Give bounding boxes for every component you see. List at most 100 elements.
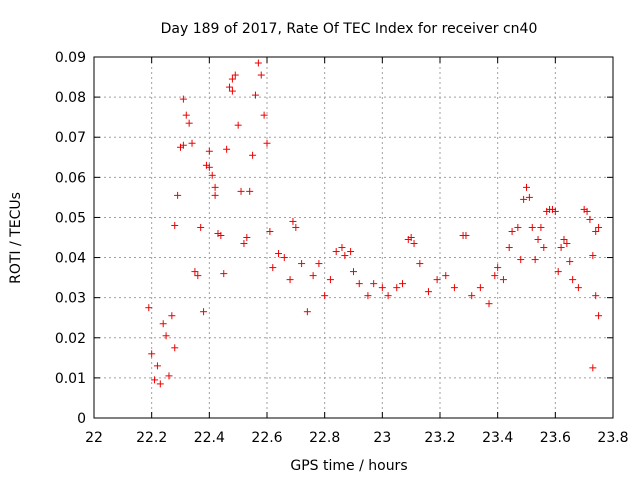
x-tick-label: 22.8 [309, 430, 340, 446]
data-point [251, 91, 259, 99]
data-point [162, 332, 170, 340]
data-point [234, 121, 242, 129]
y-tick-label: 0.02 [55, 331, 86, 347]
data-point [171, 344, 179, 352]
x-tick-label: 22.2 [136, 430, 167, 446]
data-point [505, 244, 513, 252]
data-point [347, 248, 355, 256]
data-point [393, 284, 401, 292]
data-point [540, 244, 548, 252]
data-point [179, 141, 187, 149]
y-tick-label: 0.01 [55, 371, 86, 387]
x-tick-label: 23.2 [424, 430, 455, 446]
data-point [433, 276, 441, 284]
data-point [321, 292, 329, 300]
data-point [260, 111, 268, 119]
data-point [592, 227, 600, 235]
x-tick-label: 22.4 [194, 430, 225, 446]
data-point [231, 71, 239, 79]
data-point [257, 71, 265, 79]
data-point [292, 223, 300, 231]
x-tick-label: 23.4 [482, 430, 513, 446]
data-point [185, 119, 193, 127]
data-point [589, 252, 597, 260]
data-point [355, 280, 363, 288]
data-point [592, 292, 600, 300]
data-point [303, 308, 311, 316]
data-point [574, 284, 582, 292]
data-point [226, 83, 234, 91]
data-point [494, 264, 502, 272]
y-tick-label: 0 [77, 411, 86, 427]
data-point [315, 260, 323, 268]
data-point [399, 280, 407, 288]
data-point [220, 270, 228, 278]
data-point [211, 183, 219, 191]
data-point [174, 191, 182, 199]
data-point [557, 244, 565, 252]
y-tick-label: 0.05 [55, 210, 86, 226]
data-point [595, 312, 603, 320]
y-tick-label: 0.08 [55, 90, 86, 106]
data-point [289, 217, 297, 225]
data-point [188, 139, 196, 147]
data-point [326, 276, 334, 284]
plot-frame [93, 56, 614, 419]
data-point [554, 268, 562, 276]
data-point [476, 284, 484, 292]
data-point [280, 254, 288, 262]
data-point [583, 207, 591, 215]
data-point [237, 187, 245, 195]
data-point [159, 320, 167, 328]
data-point [165, 372, 173, 380]
data-point [298, 260, 306, 268]
data-point [266, 227, 274, 235]
data-point [246, 187, 254, 195]
data-point [182, 111, 190, 119]
data-point [525, 193, 533, 201]
x-tick-label: 23.6 [540, 430, 571, 446]
data-point [563, 240, 571, 248]
data-point [200, 308, 208, 316]
data-point [240, 240, 248, 248]
data-point [156, 380, 164, 388]
data-point [275, 250, 283, 258]
axes-layer: 22 22.2 22.4 22.6 22.8 23 23.2 23.4 23.6 23.8 0 0.0… [55, 50, 629, 446]
data-point [148, 350, 156, 358]
y-tick-label: 0.03 [55, 291, 86, 307]
data-point [205, 163, 213, 171]
data-point [534, 236, 542, 244]
data-point [350, 268, 357, 276]
data-point [338, 244, 346, 252]
data-point [309, 272, 317, 280]
data-point [569, 276, 577, 284]
data-point [364, 292, 372, 300]
x-tick-label: 23.8 [597, 430, 628, 446]
data-point [228, 75, 236, 83]
y-tick-label: 0.06 [55, 170, 86, 186]
data-point [378, 284, 386, 292]
data-point [145, 304, 153, 312]
data-point [499, 276, 507, 284]
x-tick-label: 22.6 [251, 430, 282, 446]
data-point [491, 272, 499, 280]
x-tick-label: 23 [373, 430, 391, 446]
data-point [171, 221, 179, 229]
data-point [424, 288, 432, 296]
data-point [254, 59, 262, 67]
data-point [442, 272, 450, 280]
data-point [485, 300, 493, 308]
data-point [151, 376, 159, 384]
data-point [595, 223, 603, 231]
data-point [223, 145, 231, 153]
data-point [194, 272, 202, 280]
data-point [523, 183, 530, 191]
y-axis-title: ROTI / TECUs [8, 192, 24, 284]
data-point [153, 362, 161, 370]
data-point [243, 234, 251, 241]
data-point [528, 223, 536, 231]
data-point [589, 364, 597, 372]
data-point [508, 227, 516, 235]
